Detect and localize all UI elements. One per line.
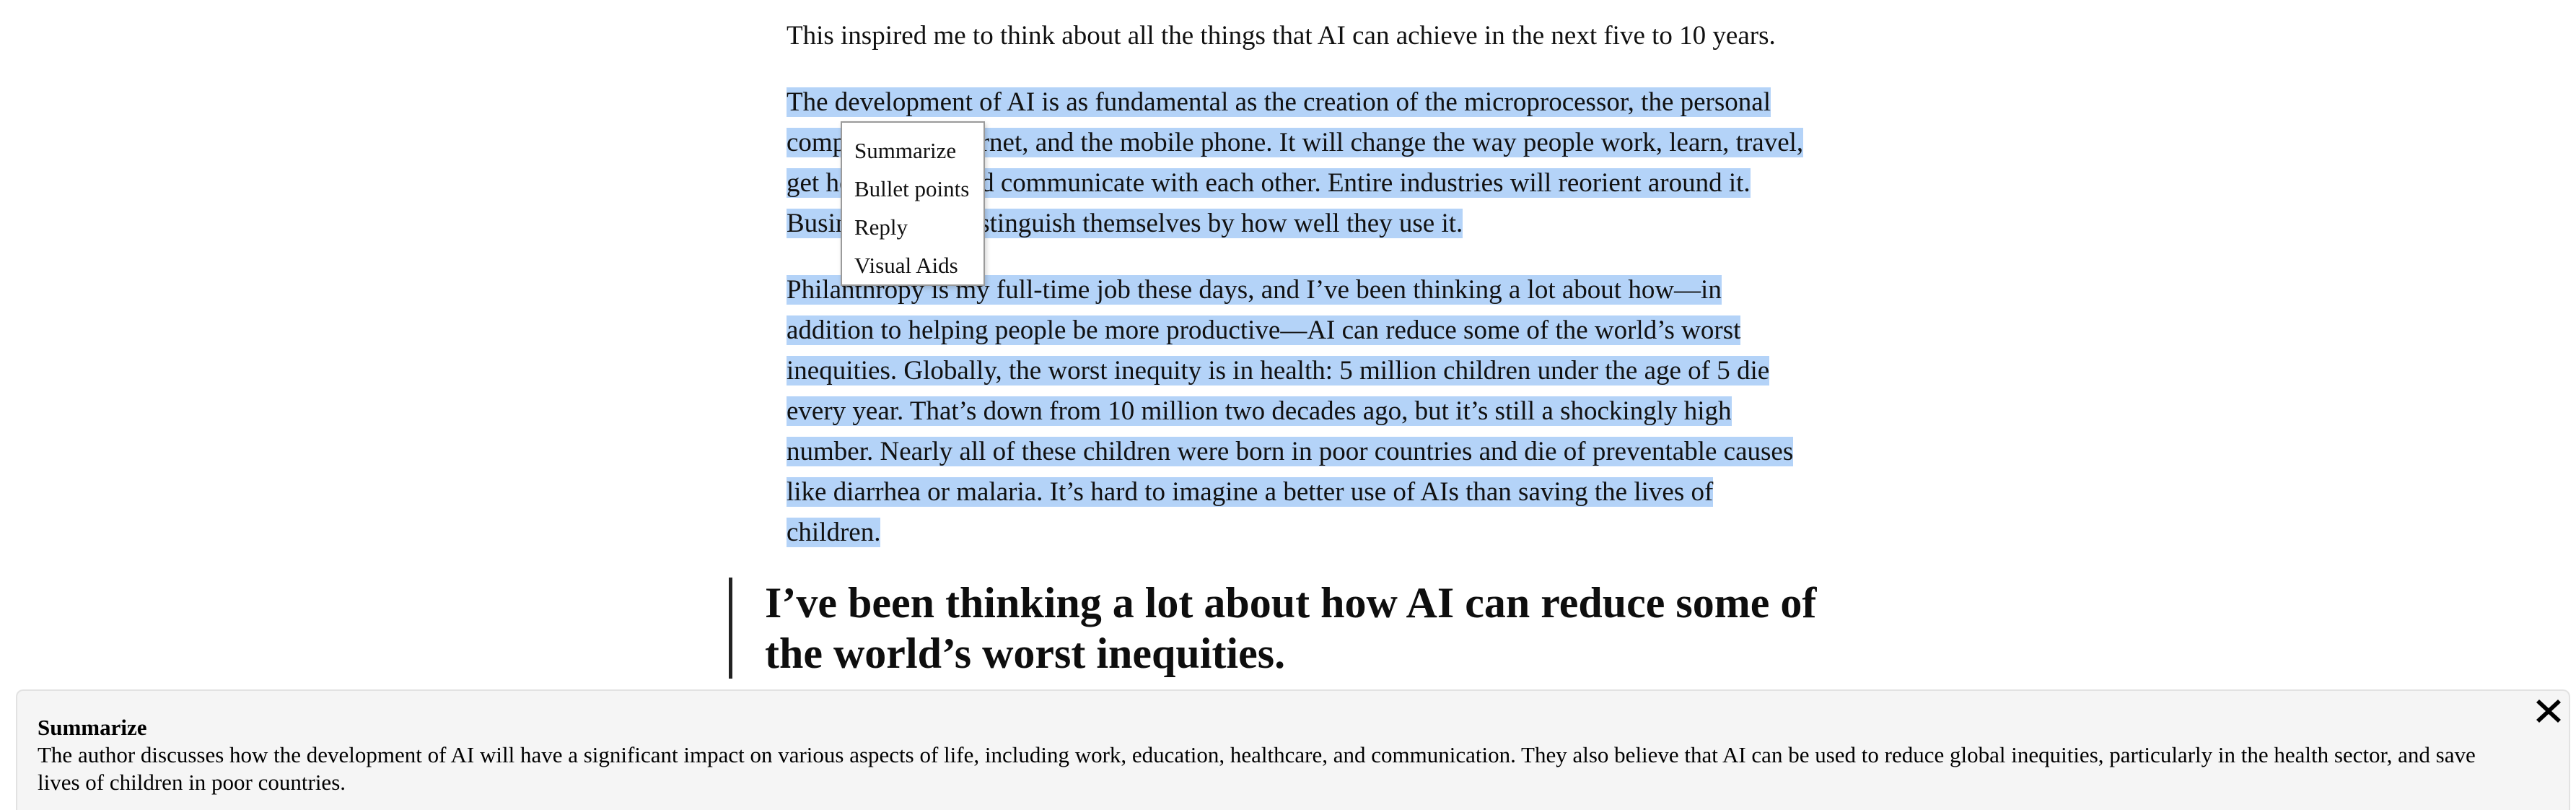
menu-item-visual-aids[interactable]: Visual Aids — [854, 253, 958, 278]
summary-panel-title: Summarize — [38, 715, 147, 740]
intro-paragraph: This inspired me to think about all the … — [787, 21, 1776, 51]
summary-panel-body: The author discusses how the development… — [38, 742, 2476, 795]
selected-paragraph[interactable]: Philanthropy is my full-time job these d… — [787, 270, 1811, 553]
menu-item-reply[interactable]: Reply — [854, 214, 908, 240]
close-x-icon — [2536, 700, 2561, 723]
selection-highlight: Philanthropy is my full-time job these d… — [787, 275, 1794, 547]
context-menu: Summarize Bullet points Reply Visual Aid… — [841, 121, 985, 286]
pull-quote-text: I’ve been thinking a lot about how AI ca… — [765, 579, 1817, 677]
menu-item-summarize[interactable]: Summarize — [854, 138, 957, 163]
summary-panel: Summarize The author discusses how the d… — [16, 689, 2570, 810]
close-icon[interactable] — [2533, 695, 2564, 727]
pull-quote: I’ve been thinking a lot about how AI ca… — [729, 578, 1869, 679]
menu-item-bullet-points[interactable]: Bullet points — [854, 176, 970, 201]
